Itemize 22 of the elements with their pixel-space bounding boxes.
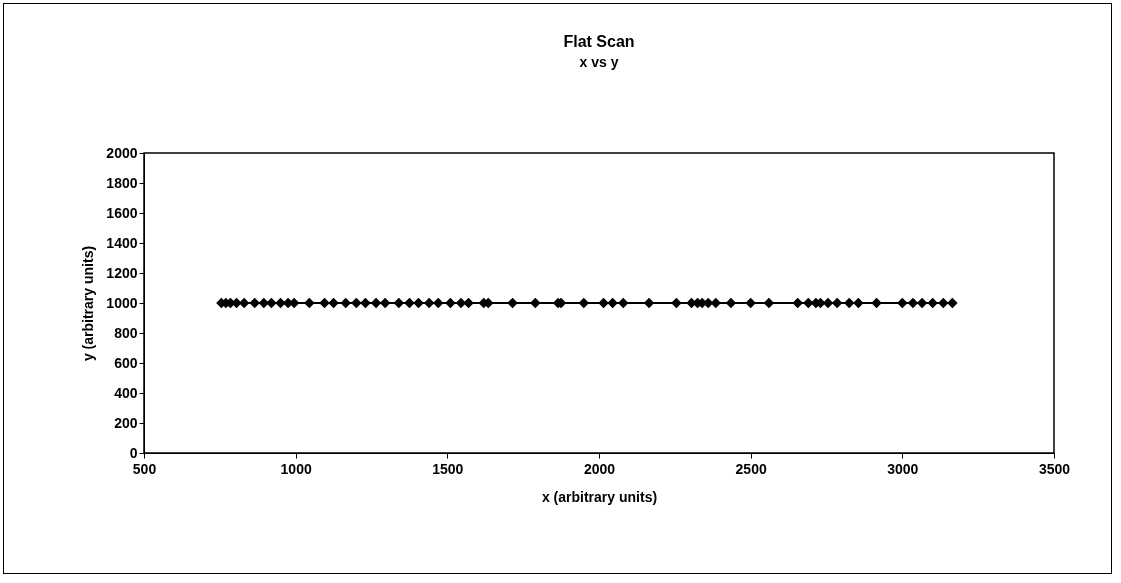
x-axis-title: x (arbitrary units) <box>541 488 658 505</box>
y-tick-label: 1400 <box>106 234 138 251</box>
y-tick-label: 2000 <box>106 144 138 161</box>
x-tick-label: 1000 <box>280 460 312 477</box>
y-tick-label: 1800 <box>106 174 138 191</box>
y-tick-label: 400 <box>114 384 138 401</box>
x-tick-label: 3500 <box>1038 460 1071 477</box>
x-tick-label: 2500 <box>735 460 767 477</box>
chart-title: Flat Scan <box>563 33 635 50</box>
x-tick-label: 2000 <box>583 460 616 477</box>
y-axis-title: y (arbitrary units) <box>80 245 97 362</box>
chart-subtitle: x vs y <box>579 54 619 70</box>
y-tick-label: 1600 <box>106 204 138 221</box>
x-tick-label: 1500 <box>432 460 464 477</box>
y-tick-label: 800 <box>114 324 138 341</box>
y-tick-label: 600 <box>114 354 138 371</box>
y-tick-label: 200 <box>114 414 138 431</box>
y-tick-label: 0 <box>129 444 138 461</box>
y-tick-label: 1000 <box>106 294 138 311</box>
y-tick-label: 1200 <box>106 264 138 281</box>
x-tick-label: 500 <box>132 460 157 477</box>
x-tick-label: 3000 <box>887 460 919 477</box>
